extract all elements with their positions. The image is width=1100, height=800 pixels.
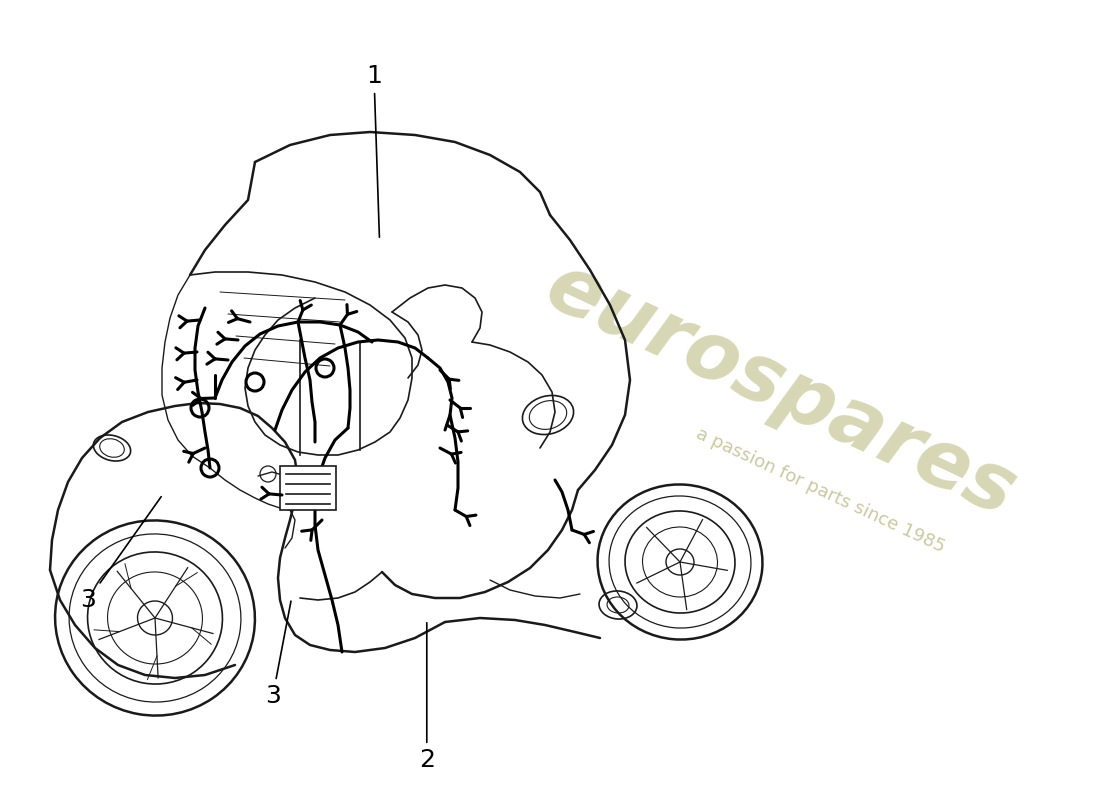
Text: 3: 3 [265,601,292,708]
Text: 3: 3 [80,497,162,612]
Text: eurospares: eurospares [532,247,1027,533]
Text: a passion for parts since 1985: a passion for parts since 1985 [693,424,947,556]
FancyBboxPatch shape [280,466,336,510]
Text: 1: 1 [366,64,382,238]
Text: 2: 2 [419,622,435,772]
